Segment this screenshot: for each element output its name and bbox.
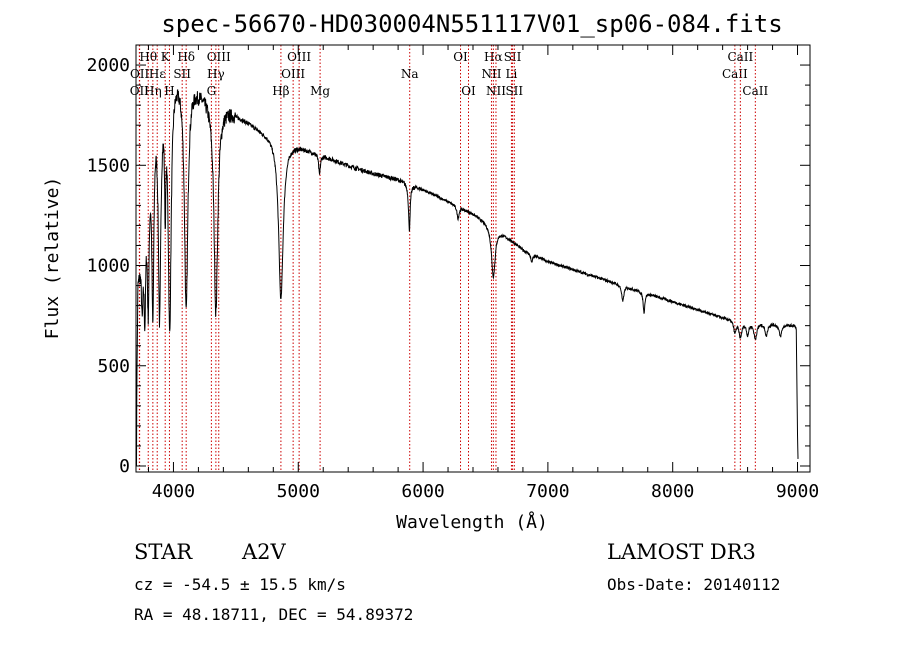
y-tick-label: 1500 <box>87 155 130 176</box>
line-marker-label: OII <box>130 67 150 81</box>
y-tick-label: 0 <box>119 456 130 477</box>
line-marker-label: OIII <box>207 50 231 64</box>
line-marker-label: SII <box>504 50 522 64</box>
line-marker-label: CaII <box>722 67 748 81</box>
line-marker-label: Hθ <box>139 50 157 64</box>
line-marker-label: SII <box>173 67 191 81</box>
x-tick-label: 6000 <box>401 481 444 502</box>
x-axis-label: Wavelength (Å) <box>396 511 548 533</box>
line-marker-label: NII <box>481 67 501 81</box>
y-tick-label: 1000 <box>87 256 130 277</box>
x-tick-label: 9000 <box>776 481 819 502</box>
line-marker-label: Li <box>506 67 518 81</box>
plot-frame <box>135 44 811 473</box>
x-tick-label: 8000 <box>651 481 694 502</box>
line-marker-label: SII <box>505 84 523 98</box>
line-marker-label: K <box>161 50 171 64</box>
y-tick-label: 2000 <box>87 55 130 76</box>
line-marker-label: Hβ <box>272 84 289 98</box>
line-marker-label: CaII <box>727 50 753 64</box>
line-marker-label: Hα <box>484 50 503 64</box>
line-marker-label: Hγ <box>207 67 225 81</box>
line-marker-label: Hδ <box>177 50 195 64</box>
object-type: STAR <box>134 540 193 564</box>
survey-name: LAMOST DR3 <box>607 540 756 564</box>
line-marker-label: CaII <box>742 84 768 98</box>
subclass: A2V <box>241 540 287 564</box>
redshift-cz: cz = -54.5 ± 15.5 km/s <box>134 575 346 594</box>
line-marker-label: NII <box>486 84 506 98</box>
line-marker-label: OIII <box>287 50 311 64</box>
obs-date: Obs-Date: 20140112 <box>607 575 780 594</box>
line-marker-label: Na <box>401 67 419 81</box>
line-marker-label: OI <box>453 50 468 64</box>
spectrum-line <box>136 89 799 467</box>
line-marker-label: Mg <box>310 84 330 98</box>
line-marker-label: OIII <box>281 67 305 81</box>
coordinates: RA = 48.18711, DEC = 54.89372 <box>134 605 413 624</box>
line-marker-label: G <box>207 84 217 98</box>
y-axis-label: Flux (relative) <box>42 177 63 340</box>
x-tick-label: 5000 <box>277 481 320 502</box>
chart-title: spec-56670-HD030004N551117V01_sp06-084.f… <box>161 10 782 38</box>
y-axis-ticks: 0 500 1000 1500 2000 <box>87 55 810 477</box>
x-tick-label: 7000 <box>526 481 569 502</box>
line-marker-label: Hη <box>144 84 162 98</box>
y-tick-label: 500 <box>97 356 130 377</box>
line-marker-label: Hε <box>149 67 166 81</box>
line-marker-label: OI <box>461 84 476 98</box>
x-axis-ticks: 4000 5000 6000 7000 8000 9000 <box>147 45 819 502</box>
line-marker-label: H <box>164 84 174 98</box>
x-tick-label: 4000 <box>152 481 195 502</box>
